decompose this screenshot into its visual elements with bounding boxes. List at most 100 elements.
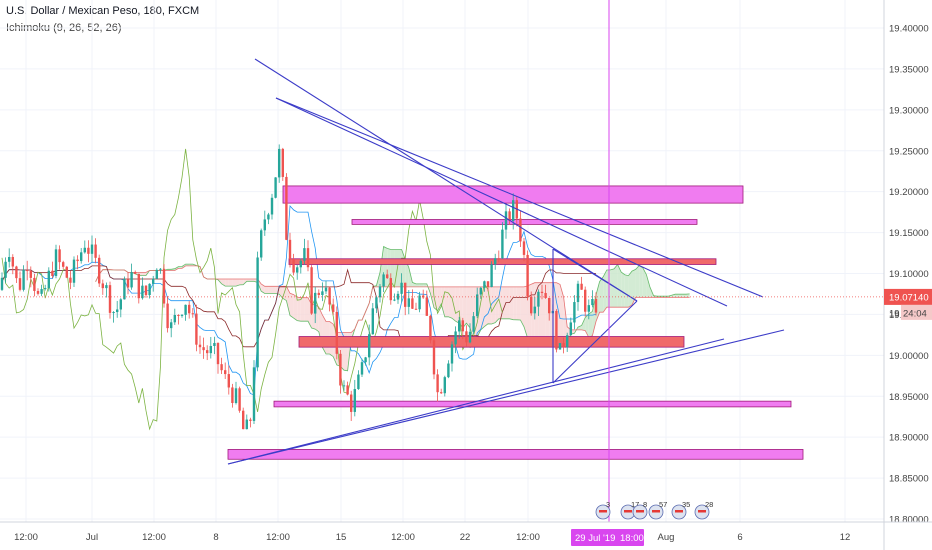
event-flag-icon[interactable]: 17	[620, 500, 639, 520]
price-tick-label: 18.90000	[889, 433, 929, 444]
cloud-segment	[542, 282, 546, 341]
event-count: 28	[705, 500, 713, 509]
cloud-segment	[614, 264, 618, 308]
trendline[interactable]	[275, 97, 728, 307]
price-axis[interactable]: 19.40000 19.35000 19.30000 19.25000 19.20000…	[883, 0, 932, 550]
candle-body	[162, 268, 166, 304]
event-flag-icon[interactable]: 35	[671, 500, 690, 520]
cloud-segment	[416, 283, 420, 287]
candle-body	[591, 298, 594, 306]
candle-body	[180, 314, 184, 316]
cloud-segment	[142, 272, 146, 276]
candle-body	[202, 347, 205, 351]
candle-body	[148, 283, 151, 296]
candle-body	[29, 270, 32, 278]
countdown-label: 24:04	[903, 308, 927, 319]
candle-body	[360, 362, 364, 375]
flag-stripe	[675, 510, 683, 513]
candle-body	[155, 269, 158, 279]
candle-body	[486, 281, 490, 287]
candle-body	[587, 305, 590, 312]
candle-body	[548, 297, 551, 314]
candle-body	[285, 176, 288, 240]
cloud-segment	[520, 286, 524, 327]
candle-body	[105, 285, 108, 289]
candle-body	[346, 385, 349, 395]
candle-body	[580, 283, 583, 290]
cloud-segment	[513, 286, 517, 320]
event-flag-icon[interactable]: 57	[648, 500, 667, 520]
senkou-span-a	[95, 245, 690, 372]
candle-body	[357, 374, 360, 390]
price-zone-pink[interactable]	[273, 400, 792, 408]
time-tick-label: 12:00	[142, 532, 166, 543]
candle-body	[141, 285, 144, 299]
event-flag-icon[interactable]: 3	[595, 500, 611, 520]
cloud-segment	[189, 264, 193, 266]
event-flag-icon[interactable]: 28	[694, 500, 713, 520]
trendline[interactable]	[275, 97, 764, 298]
price-zone-red[interactable]	[288, 258, 717, 265]
cloud-segment	[300, 297, 305, 322]
cloud-segment	[509, 286, 514, 320]
price-tick-label: 18.95000	[889, 392, 929, 403]
candle-body	[18, 278, 22, 290]
candle-body	[526, 254, 529, 297]
event-count: 8	[643, 500, 647, 509]
cloud-segment	[434, 286, 438, 311]
flag-stripe	[698, 510, 706, 513]
candle-body	[72, 259, 76, 283]
candle-body	[242, 410, 245, 430]
trendline[interactable]	[552, 248, 638, 302]
economic-events[interactable]: 3 17 8 57 35 28	[595, 500, 713, 520]
candle-body	[166, 303, 169, 329]
time-tick-label: 12:00	[266, 532, 290, 543]
candle-body	[108, 285, 112, 313]
candle-body	[44, 288, 47, 290]
time-tick-label: 8	[213, 532, 218, 543]
candle-body	[170, 322, 173, 329]
time-tick-label: 12	[840, 532, 851, 543]
candle-body	[389, 278, 392, 301]
time-axis[interactable]: 12:00 Jul 12:00 8 12:00 15 12:00 22 12:00 Aug 6 12 2…	[0, 521, 932, 546]
candle-body	[508, 211, 511, 222]
price-zone-pink[interactable]	[227, 449, 804, 460]
cloud-segment	[444, 286, 449, 317]
candle-body	[472, 316, 475, 332]
event-flag-icon[interactable]: 8	[632, 500, 648, 520]
candle-body	[26, 270, 29, 272]
candle-body	[288, 239, 292, 260]
candle-body	[332, 304, 335, 312]
trendline[interactable]	[227, 329, 785, 465]
trendline[interactable]	[254, 58, 638, 302]
candle-body	[569, 322, 572, 336]
time-tick-label: Aug	[658, 532, 675, 543]
cloud-segment	[272, 286, 276, 294]
trendlines[interactable]	[227, 58, 785, 465]
cloud-segment	[412, 282, 416, 287]
candle-body	[173, 314, 176, 323]
cloud-segment	[498, 286, 503, 319]
candle-body	[112, 312, 115, 314]
price-tick-label: 19.15000	[889, 228, 929, 239]
candle-body	[454, 331, 457, 345]
candle-body	[292, 259, 295, 273]
trendline[interactable]	[552, 300, 638, 384]
price-zone-pink[interactable]	[351, 219, 698, 225]
flag-stripe	[624, 510, 632, 513]
candle-body	[468, 331, 472, 343]
trendline[interactable]	[227, 338, 725, 465]
candle-body	[497, 258, 500, 260]
candle-body	[339, 353, 342, 386]
price-tick-label: 19.40000	[889, 24, 929, 35]
candle-body	[422, 295, 425, 298]
candle-body	[231, 387, 234, 403]
candle-body	[22, 270, 25, 290]
candle-body	[98, 257, 101, 284]
cloud-segment	[261, 283, 265, 294]
cloud-segment	[236, 279, 240, 287]
candle-body	[494, 258, 497, 265]
price-partial-label: 19	[889, 308, 900, 319]
price-zone-red[interactable]	[298, 336, 685, 348]
